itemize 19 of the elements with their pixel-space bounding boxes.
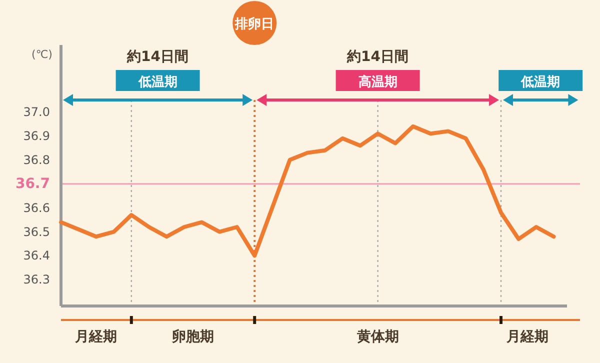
y-tick-label: 37.0 (23, 105, 50, 120)
y-tick-label: 36.6 (23, 200, 50, 215)
y-tick-label: 36.7 (15, 176, 50, 192)
y-tick-label: 36.8 (23, 152, 50, 167)
annotation: 低温期 (137, 75, 178, 90)
text: 卵胞期 (171, 329, 214, 345)
annotation: 高温期 (358, 74, 398, 90)
text: 排卵日 (234, 16, 274, 32)
text: 黄体期 (356, 329, 399, 345)
annotation: 低温期 (520, 75, 560, 90)
y-tick-label: 36.3 (23, 272, 50, 287)
annotation: 約14日間 (126, 49, 189, 65)
text: 月経期 (74, 329, 118, 345)
y-tick-label: 36.4 (23, 248, 50, 263)
text: 月経期 (505, 329, 548, 345)
y-tick-label: 36.9 (23, 128, 50, 143)
y-tick-label: 36.5 (23, 224, 50, 239)
annotation: 約14日間 (346, 49, 409, 65)
y-axis-title: (℃) (32, 48, 52, 61)
